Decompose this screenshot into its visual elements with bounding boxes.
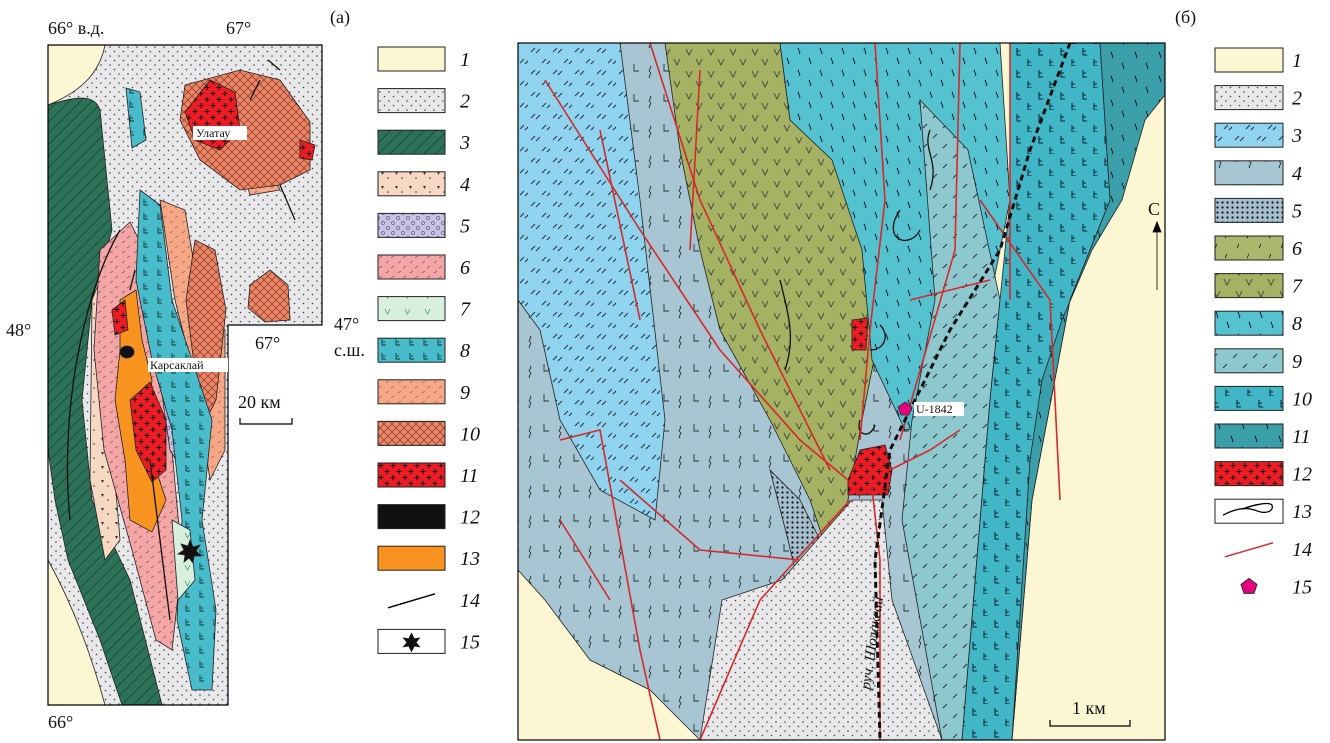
legend-number: 10 [1292, 388, 1312, 410]
legend-number: 5 [460, 215, 470, 237]
legend-number: 4 [1292, 163, 1302, 185]
legend-number: 14 [1292, 539, 1312, 561]
legend-number: 11 [460, 465, 479, 487]
legend-number: 15 [460, 631, 480, 653]
legend-number: 7 [1292, 276, 1303, 298]
map-a [48, 45, 322, 705]
scale-bar [240, 418, 292, 424]
legend-number: 6 [460, 257, 470, 279]
legend-swatch [378, 255, 445, 279]
legend-number: 9 [460, 382, 470, 404]
legend-swatch [378, 213, 445, 237]
legend-swatch [1215, 161, 1283, 185]
legend-number: 3 [459, 132, 470, 154]
map-b [518, 43, 1165, 740]
legend-number: 13 [1292, 501, 1312, 523]
legend-number: 13 [460, 548, 480, 570]
black-body [120, 346, 134, 358]
legend-number: 10 [460, 423, 480, 445]
legend-number: 12 [460, 507, 480, 529]
legend-number: 2 [460, 91, 470, 113]
legend-number: 9 [1292, 351, 1302, 373]
legend-number: 15 [1292, 576, 1312, 598]
figure: 66° в.д. 67° (а) 48° 47° с.ш. 67° 66° Ул… [0, 0, 1330, 743]
legend-swatch [1215, 424, 1283, 448]
legend-swatch [378, 546, 445, 570]
legend-swatch [1215, 236, 1283, 260]
legend-number: 14 [460, 590, 480, 612]
panel-label: (а) [330, 7, 350, 28]
legend-number: 6 [1292, 238, 1302, 260]
legend-swatch [378, 463, 445, 487]
legend-swatch [378, 47, 445, 71]
legend-number: 1 [460, 49, 470, 71]
legend-number: 4 [460, 174, 470, 196]
lon-label: 67° [255, 333, 280, 353]
lon-label: 66° [48, 712, 73, 732]
scale-label: 1 км [1072, 698, 1106, 718]
lon-label: 67° [226, 18, 251, 38]
north-label: С [1148, 199, 1160, 219]
legend-swatch [378, 338, 445, 362]
legend-swatch [378, 505, 445, 529]
legend-swatch [1215, 198, 1283, 222]
legend-swatch [1215, 349, 1283, 373]
legend-swatch [1215, 462, 1283, 486]
lat-label: 47° [334, 314, 359, 334]
legend-swatch [1215, 499, 1283, 523]
place-label: Улатау [196, 126, 230, 140]
legend-number: 5 [1292, 200, 1302, 222]
legend-swatch [1241, 578, 1257, 593]
legend-number: 8 [460, 340, 470, 362]
legend-swatch [378, 421, 445, 445]
legend-number: 3 [1291, 125, 1302, 147]
legend-swatch [378, 297, 445, 321]
panel-label: (б) [1175, 7, 1196, 28]
legend-number: 1 [1292, 50, 1302, 72]
lat-label: с.ш. [334, 340, 365, 360]
legend-swatch [378, 172, 445, 196]
sample-label: U-1842 [916, 402, 953, 416]
legend-number: 12 [1292, 464, 1312, 486]
legend-swatch [1225, 543, 1273, 557]
legend-swatch [378, 89, 445, 113]
legend-number: 7 [460, 299, 471, 321]
legend-swatch [378, 380, 445, 404]
legend-number: 8 [1292, 313, 1302, 335]
legend-swatch [1215, 386, 1283, 410]
lon-label: 66° в.д. [48, 18, 104, 38]
legend-swatch [1215, 274, 1283, 298]
legend-swatch [378, 130, 445, 154]
legend-number: 2 [1292, 88, 1302, 110]
legend-swatch [1215, 48, 1283, 72]
scale-label: 20 км [238, 392, 281, 412]
lat-label: 48° [6, 320, 31, 340]
legend-swatch [1215, 123, 1283, 147]
legend-number: 11 [1292, 426, 1311, 448]
legend-swatch [1215, 311, 1283, 335]
legend-swatch [388, 594, 435, 608]
place-label: Карсаклай [150, 358, 204, 372]
legend-swatch [1215, 86, 1283, 110]
